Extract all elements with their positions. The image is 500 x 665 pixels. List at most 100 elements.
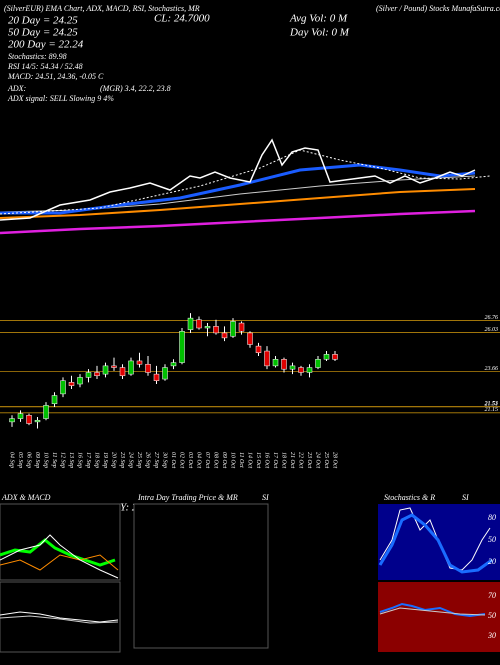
x-tick-label: 18 Sep xyxy=(94,452,100,468)
candle-body xyxy=(170,362,177,367)
ema20: 20 Day = 24.25 xyxy=(8,15,78,27)
rsi-signal xyxy=(379,607,486,616)
candle-body xyxy=(179,331,185,363)
candle-body xyxy=(247,332,253,345)
x-tick-label: 25 Oct xyxy=(323,452,329,468)
x-tick-label: 07 Oct xyxy=(204,452,210,468)
x-tick-label: 23 Sep xyxy=(119,452,125,468)
x-tick-label: 30 Sep xyxy=(162,451,168,468)
candle-body xyxy=(102,365,109,375)
x-tick-label: 09 Sep xyxy=(34,452,40,468)
candle-body xyxy=(85,372,92,378)
site: (Silver / Pound) Stocks MunafaSutra.com xyxy=(376,4,500,13)
adx-box xyxy=(0,503,121,581)
adx-white xyxy=(0,534,119,579)
candle-body xyxy=(77,377,83,385)
candle-body xyxy=(128,360,134,375)
candle-body xyxy=(60,380,66,395)
x-tick-label: 16 Sep xyxy=(77,452,83,468)
x-tick-label: 17 Oct xyxy=(272,452,278,468)
rsi-tick: 30 xyxy=(487,631,496,640)
candle-body xyxy=(17,413,24,419)
x-tick-label: 13 Sep xyxy=(68,452,74,468)
mgr: (MGR) 3.4, 22.2, 23.8 xyxy=(100,84,171,93)
x-tick-label: 15 Oct xyxy=(255,452,261,468)
candle-body xyxy=(43,405,49,419)
ema100-line xyxy=(0,188,476,219)
x-tick-label: 19 Sep xyxy=(102,452,108,468)
candle-body xyxy=(26,415,32,424)
intraday-box xyxy=(133,503,269,649)
x-tick-label: 01 Oct xyxy=(170,452,176,468)
x-tick-label: 23 Oct xyxy=(306,452,312,468)
rsi: RSI 14/5: 54.34 / 52.48 xyxy=(7,62,83,71)
avg-volume: Avg Vol: 0 M xyxy=(289,13,348,25)
x-tick-label: 24 Oct xyxy=(315,452,322,468)
adx-green xyxy=(0,538,116,567)
ema200: 200 Day = 22.24 xyxy=(8,39,84,51)
signal-line xyxy=(0,149,491,215)
x-tick-label: 14 Oct xyxy=(247,452,254,468)
intraday-si: SI xyxy=(262,493,269,502)
stoch-tick: 20 xyxy=(488,557,496,566)
x-tick-label: 02 Oct xyxy=(179,452,185,468)
adx: ADX: xyxy=(7,84,27,93)
x-tick-label: 04 Sep xyxy=(9,452,16,468)
y-tick-label: 21.51 xyxy=(485,401,499,407)
x-tick-label: 06 Sep xyxy=(26,452,32,468)
close-price: CL: 24.7000 xyxy=(154,13,210,25)
ema20-line xyxy=(0,163,476,215)
x-tick-label: 28 Oct xyxy=(332,452,338,468)
x-tick-label: 22 Oct xyxy=(298,452,304,468)
candle-body xyxy=(323,354,330,360)
x-tick-label: 18 Oct xyxy=(281,452,287,468)
x-tick-label: 17 Sep xyxy=(85,452,91,468)
macd-signal xyxy=(0,615,119,624)
candle-body xyxy=(272,359,279,367)
candle-body xyxy=(145,363,151,373)
candle-body xyxy=(315,359,321,368)
x-tick-label: 04 Oct xyxy=(196,452,203,468)
x-tick-label: 26 Sep xyxy=(145,452,151,468)
candle-body xyxy=(34,419,41,423)
adx-title: ADX & MACD xyxy=(1,493,51,502)
macd: MACD: 24.51, 24.36, -0.05 C xyxy=(7,72,104,81)
candle-body xyxy=(264,350,270,367)
candle-body xyxy=(111,365,117,368)
x-tick-label: 16 Oct xyxy=(264,452,270,468)
candle-body xyxy=(68,382,75,386)
x-tick-label: 10 Sep xyxy=(43,452,49,468)
candle-body xyxy=(298,367,304,373)
candle-body xyxy=(153,373,160,381)
candle-body xyxy=(213,326,219,334)
candle-body xyxy=(119,367,126,377)
x-tick-label: 03 Oct xyxy=(187,452,193,468)
ema-lines xyxy=(0,138,491,235)
y-tick-label: 21.15 xyxy=(485,407,499,413)
candle-body xyxy=(94,372,100,377)
candle-body xyxy=(221,332,228,339)
rsi-tick: 70 xyxy=(488,591,496,600)
x-tick-label: 08 Oct xyxy=(213,452,219,468)
x-tick-label: 25 Sep xyxy=(136,452,142,468)
x-tick-label: 05 Sep xyxy=(17,452,23,468)
x-tick-label: 20 Sep xyxy=(111,452,117,468)
x-tick-label: 09 Oct xyxy=(221,452,227,468)
stoch-tick: 80 xyxy=(488,513,496,522)
candle-body xyxy=(230,321,236,337)
x-tick-label: 10 Oct xyxy=(230,452,236,468)
candle-body xyxy=(196,319,202,329)
y-tick-label: 23.66 xyxy=(485,366,499,372)
candle-body xyxy=(162,367,168,380)
x-tick-label: 27 Sep xyxy=(153,452,159,468)
intraday-title: Intra Day Trading Price & MR xyxy=(137,493,238,502)
x-tick-label: 11 Oct xyxy=(238,452,244,468)
candle-body xyxy=(204,326,211,329)
x-tick-label: 12 Sep xyxy=(60,452,66,468)
candle-body xyxy=(306,367,313,373)
macd-box xyxy=(0,581,121,653)
candle-body xyxy=(51,395,58,405)
stochastics: Stochastics: 89.98 xyxy=(8,52,67,61)
